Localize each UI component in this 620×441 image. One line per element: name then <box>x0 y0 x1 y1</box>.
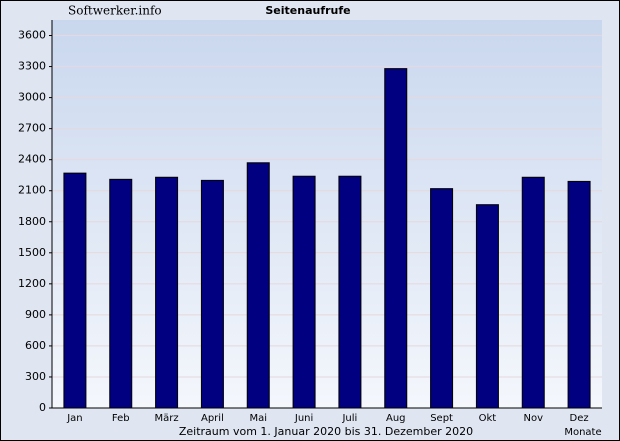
x-tick-label: Jan <box>66 413 82 424</box>
bar <box>63 172 87 409</box>
bar <box>246 162 270 409</box>
x-tick-label: April <box>201 413 224 424</box>
x-tick-label: Mai <box>249 413 267 424</box>
bar <box>475 204 499 409</box>
x-tick-label: Aug <box>386 413 406 424</box>
bar <box>200 179 224 409</box>
y-tick-label: 2700 <box>18 122 46 135</box>
x-tick-label: März <box>155 413 179 424</box>
y-tick-label: 3300 <box>18 60 46 73</box>
bar <box>338 175 362 409</box>
bar <box>292 175 316 409</box>
x-tick-label: Dez <box>570 413 589 424</box>
y-tick-label: 600 <box>25 339 46 352</box>
y-tick-label: 0 <box>39 401 46 414</box>
bar <box>430 188 454 409</box>
x-unit-label: Monate <box>564 427 601 438</box>
y-tick-label: 2100 <box>18 184 46 197</box>
x-axis-label: Zeitraum vom 1. Januar 2020 bis 31. Deze… <box>179 425 473 438</box>
plot-area <box>52 20 602 408</box>
bar <box>567 180 591 409</box>
y-tick-label: 1200 <box>18 277 46 290</box>
y-tick-label: 1800 <box>18 215 46 228</box>
x-tick-label: Juni <box>294 413 313 424</box>
bar <box>155 176 179 409</box>
bar <box>109 178 133 409</box>
x-tick-label: Nov <box>523 413 543 424</box>
y-tick-label: 900 <box>25 308 46 321</box>
y-tick-label: 3000 <box>18 91 46 104</box>
y-tick-label: 2400 <box>18 153 46 166</box>
y-tick-label: 3600 <box>18 29 46 42</box>
bar <box>521 176 545 409</box>
chart-title: Seitenaufrufe <box>265 4 350 17</box>
y-tick-label: 1500 <box>18 246 46 259</box>
bar <box>384 68 408 409</box>
y-tick-label: 300 <box>25 370 46 383</box>
x-tick-label: Feb <box>112 413 130 424</box>
x-tick-label: Juli <box>341 413 357 424</box>
source: Softwerker.info <box>68 4 162 18</box>
x-tick-label: Sept <box>430 413 453 424</box>
x-tick-label: Okt <box>479 413 497 424</box>
